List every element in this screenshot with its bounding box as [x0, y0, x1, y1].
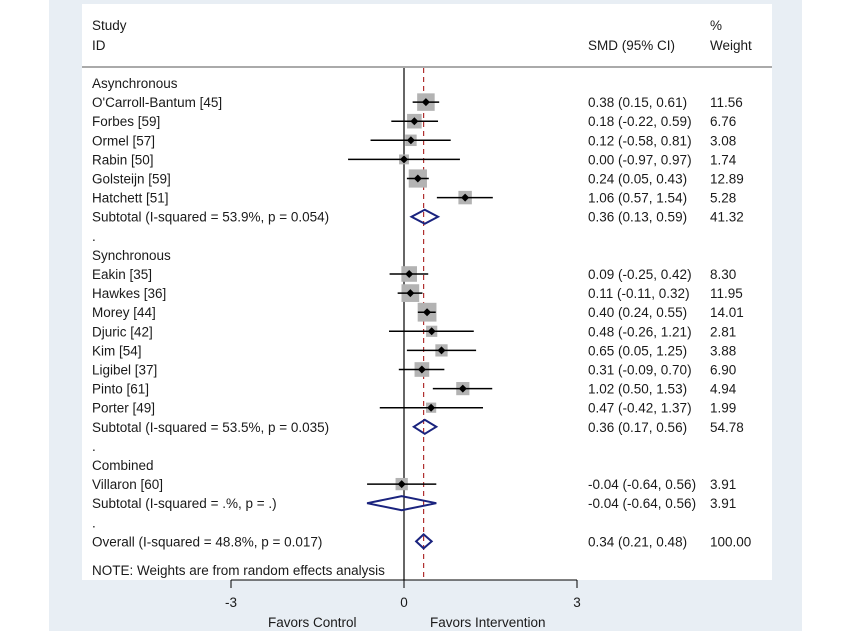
- weight-value: 41.32: [710, 210, 744, 225]
- weights-note: NOTE: Weights are from random effects an…: [92, 563, 385, 578]
- study-label: Morey [44]: [92, 305, 156, 320]
- subtotal-label: Subtotal (I-squared = 53.9%, p = 0.054): [92, 210, 329, 225]
- x-tick-label: 3: [573, 595, 581, 610]
- point-estimate: [437, 346, 446, 355]
- header-weight: Weight: [710, 38, 752, 53]
- study-label: O'Carroll-Bantum [45]: [92, 95, 222, 110]
- weight-value: 100.00: [710, 534, 751, 549]
- point-estimate: [405, 270, 414, 278]
- study-label: Eakin [35]: [92, 267, 152, 282]
- group-label: Asynchronous: [92, 76, 178, 91]
- smd-ci-value: 0.00 (-0.97, 0.97): [588, 152, 692, 167]
- smd-ci-value: 0.12 (-0.58, 0.81): [588, 133, 692, 148]
- weight-value: 12.89: [710, 172, 744, 187]
- subtotal-label: Overall (I-squared = 48.8%, p = 0.017): [92, 534, 322, 549]
- smd-ci-value: 0.36 (0.17, 0.56): [588, 420, 687, 435]
- study-label: Ligibel [37]: [92, 363, 157, 378]
- weight-value: 54.78: [710, 420, 744, 435]
- point-estimate: [406, 136, 415, 145]
- study-label: Kim [54]: [92, 343, 142, 358]
- point-estimate: [461, 193, 470, 202]
- weight-value: 3.91: [710, 477, 736, 492]
- weight-value: 5.28: [710, 191, 736, 206]
- weight-value: 4.94: [710, 382, 737, 397]
- point-estimate: [458, 384, 467, 393]
- study-label: Ormel [57]: [92, 133, 155, 148]
- weight-value: 3.88: [710, 343, 736, 358]
- smd-ci-value: 0.36 (0.13, 0.59): [588, 210, 687, 225]
- smd-ci-value: 0.24 (0.05, 0.43): [588, 172, 687, 187]
- smd-ci-value: 1.02 (0.50, 1.53): [588, 382, 687, 397]
- smd-ci-value: -0.04 (-0.64, 0.56): [588, 477, 696, 492]
- smd-ci-value: 0.11 (-0.11, 0.32): [588, 286, 690, 301]
- weight-value: 1.99: [710, 401, 736, 416]
- point-estimate: [400, 155, 408, 164]
- header-id: ID: [92, 38, 106, 53]
- header-study: Study: [92, 18, 127, 33]
- smd-ci-value: 1.06 (0.57, 1.54): [588, 191, 687, 206]
- smd-ci-value: 0.48 (-0.26, 1.21): [588, 324, 692, 339]
- study-label: Hatchett [51]: [92, 191, 169, 206]
- weight-value: 14.01: [710, 305, 744, 320]
- subtotal-label: Subtotal (I-squared = .%, p = .): [92, 496, 277, 511]
- group-label: Combined: [92, 458, 154, 473]
- weight-value: 2.81: [710, 324, 736, 339]
- point-estimate: [427, 403, 436, 412]
- point-estimate: [413, 174, 422, 183]
- x-tick-label: -3: [225, 595, 237, 610]
- weight-value: 3.08: [710, 133, 736, 148]
- study-label: Hawkes [36]: [92, 286, 166, 301]
- smd-ci-value: 0.09 (-0.25, 0.42): [588, 267, 692, 282]
- x-axis: -3 0 3: [225, 579, 581, 610]
- point-estimate: [421, 98, 430, 107]
- weight-value: 8.30: [710, 267, 736, 282]
- smd-ci-value: 0.38 (0.15, 0.61): [588, 95, 687, 110]
- smd-ci-value: 0.40 (0.24, 0.55): [588, 305, 687, 320]
- weight-value: 6.90: [710, 363, 736, 378]
- study-label: Rabin [50]: [92, 152, 154, 167]
- weight-value: 3.91: [710, 496, 736, 511]
- xlabel-favors-control: Favors Control: [268, 615, 357, 630]
- point-estimate: [417, 365, 426, 374]
- pooled-diamond: [411, 418, 439, 435]
- smd-ci-value: 0.65 (0.05, 1.25): [588, 343, 687, 358]
- header-smd: SMD (95% CI): [588, 38, 675, 53]
- header-percent: %: [710, 18, 722, 33]
- pooled-diamond: [409, 208, 441, 225]
- study-label: Golsteijn [59]: [92, 172, 171, 187]
- weight-value: 6.76: [710, 114, 736, 129]
- weight-value: 11.56: [710, 95, 743, 110]
- spacer-label: .: [92, 515, 96, 530]
- group-label: Synchronous: [92, 248, 171, 263]
- point-estimate: [406, 289, 415, 298]
- point-estimate: [427, 327, 436, 336]
- subtotal-label: Subtotal (I-squared = 53.5%, p = 0.035): [92, 420, 329, 435]
- smd-ci-value: 0.34 (0.21, 0.48): [588, 534, 687, 549]
- smd-ci-value: -0.04 (-0.64, 0.56): [588, 496, 696, 511]
- smd-ci-value: 0.18 (-0.22, 0.59): [588, 114, 692, 129]
- smd-ci-value: 0.47 (-0.42, 1.37): [588, 401, 692, 416]
- point-estimate: [410, 117, 419, 126]
- study-label: Pinto [61]: [92, 382, 149, 397]
- pooled-diamond: [366, 495, 437, 512]
- study-label: Porter [49]: [92, 401, 155, 416]
- forest-rows: Asynchronous O'Carroll-Bantum [45] 0.38 (0…: [92, 68, 751, 580]
- pooled-diamond: [414, 533, 434, 550]
- study-label: Djuric [42]: [92, 324, 153, 339]
- table-header: Study ID SMD (95% CI) % Weight: [92, 18, 752, 53]
- spacer-label: .: [92, 229, 96, 244]
- point-estimate: [423, 308, 432, 317]
- weight-value: 1.74: [710, 152, 737, 167]
- point-estimate: [397, 480, 406, 489]
- smd-ci-value: 0.31 (-0.09, 0.70): [588, 363, 692, 378]
- study-label: Forbes [59]: [92, 114, 160, 129]
- weight-value: 11.95: [710, 286, 743, 301]
- study-label: Villaron [60]: [92, 477, 163, 492]
- xlabel-favors-intervention: Favors Intervention: [430, 615, 546, 630]
- x-tick-label: 0: [400, 595, 408, 610]
- spacer-label: .: [92, 439, 96, 454]
